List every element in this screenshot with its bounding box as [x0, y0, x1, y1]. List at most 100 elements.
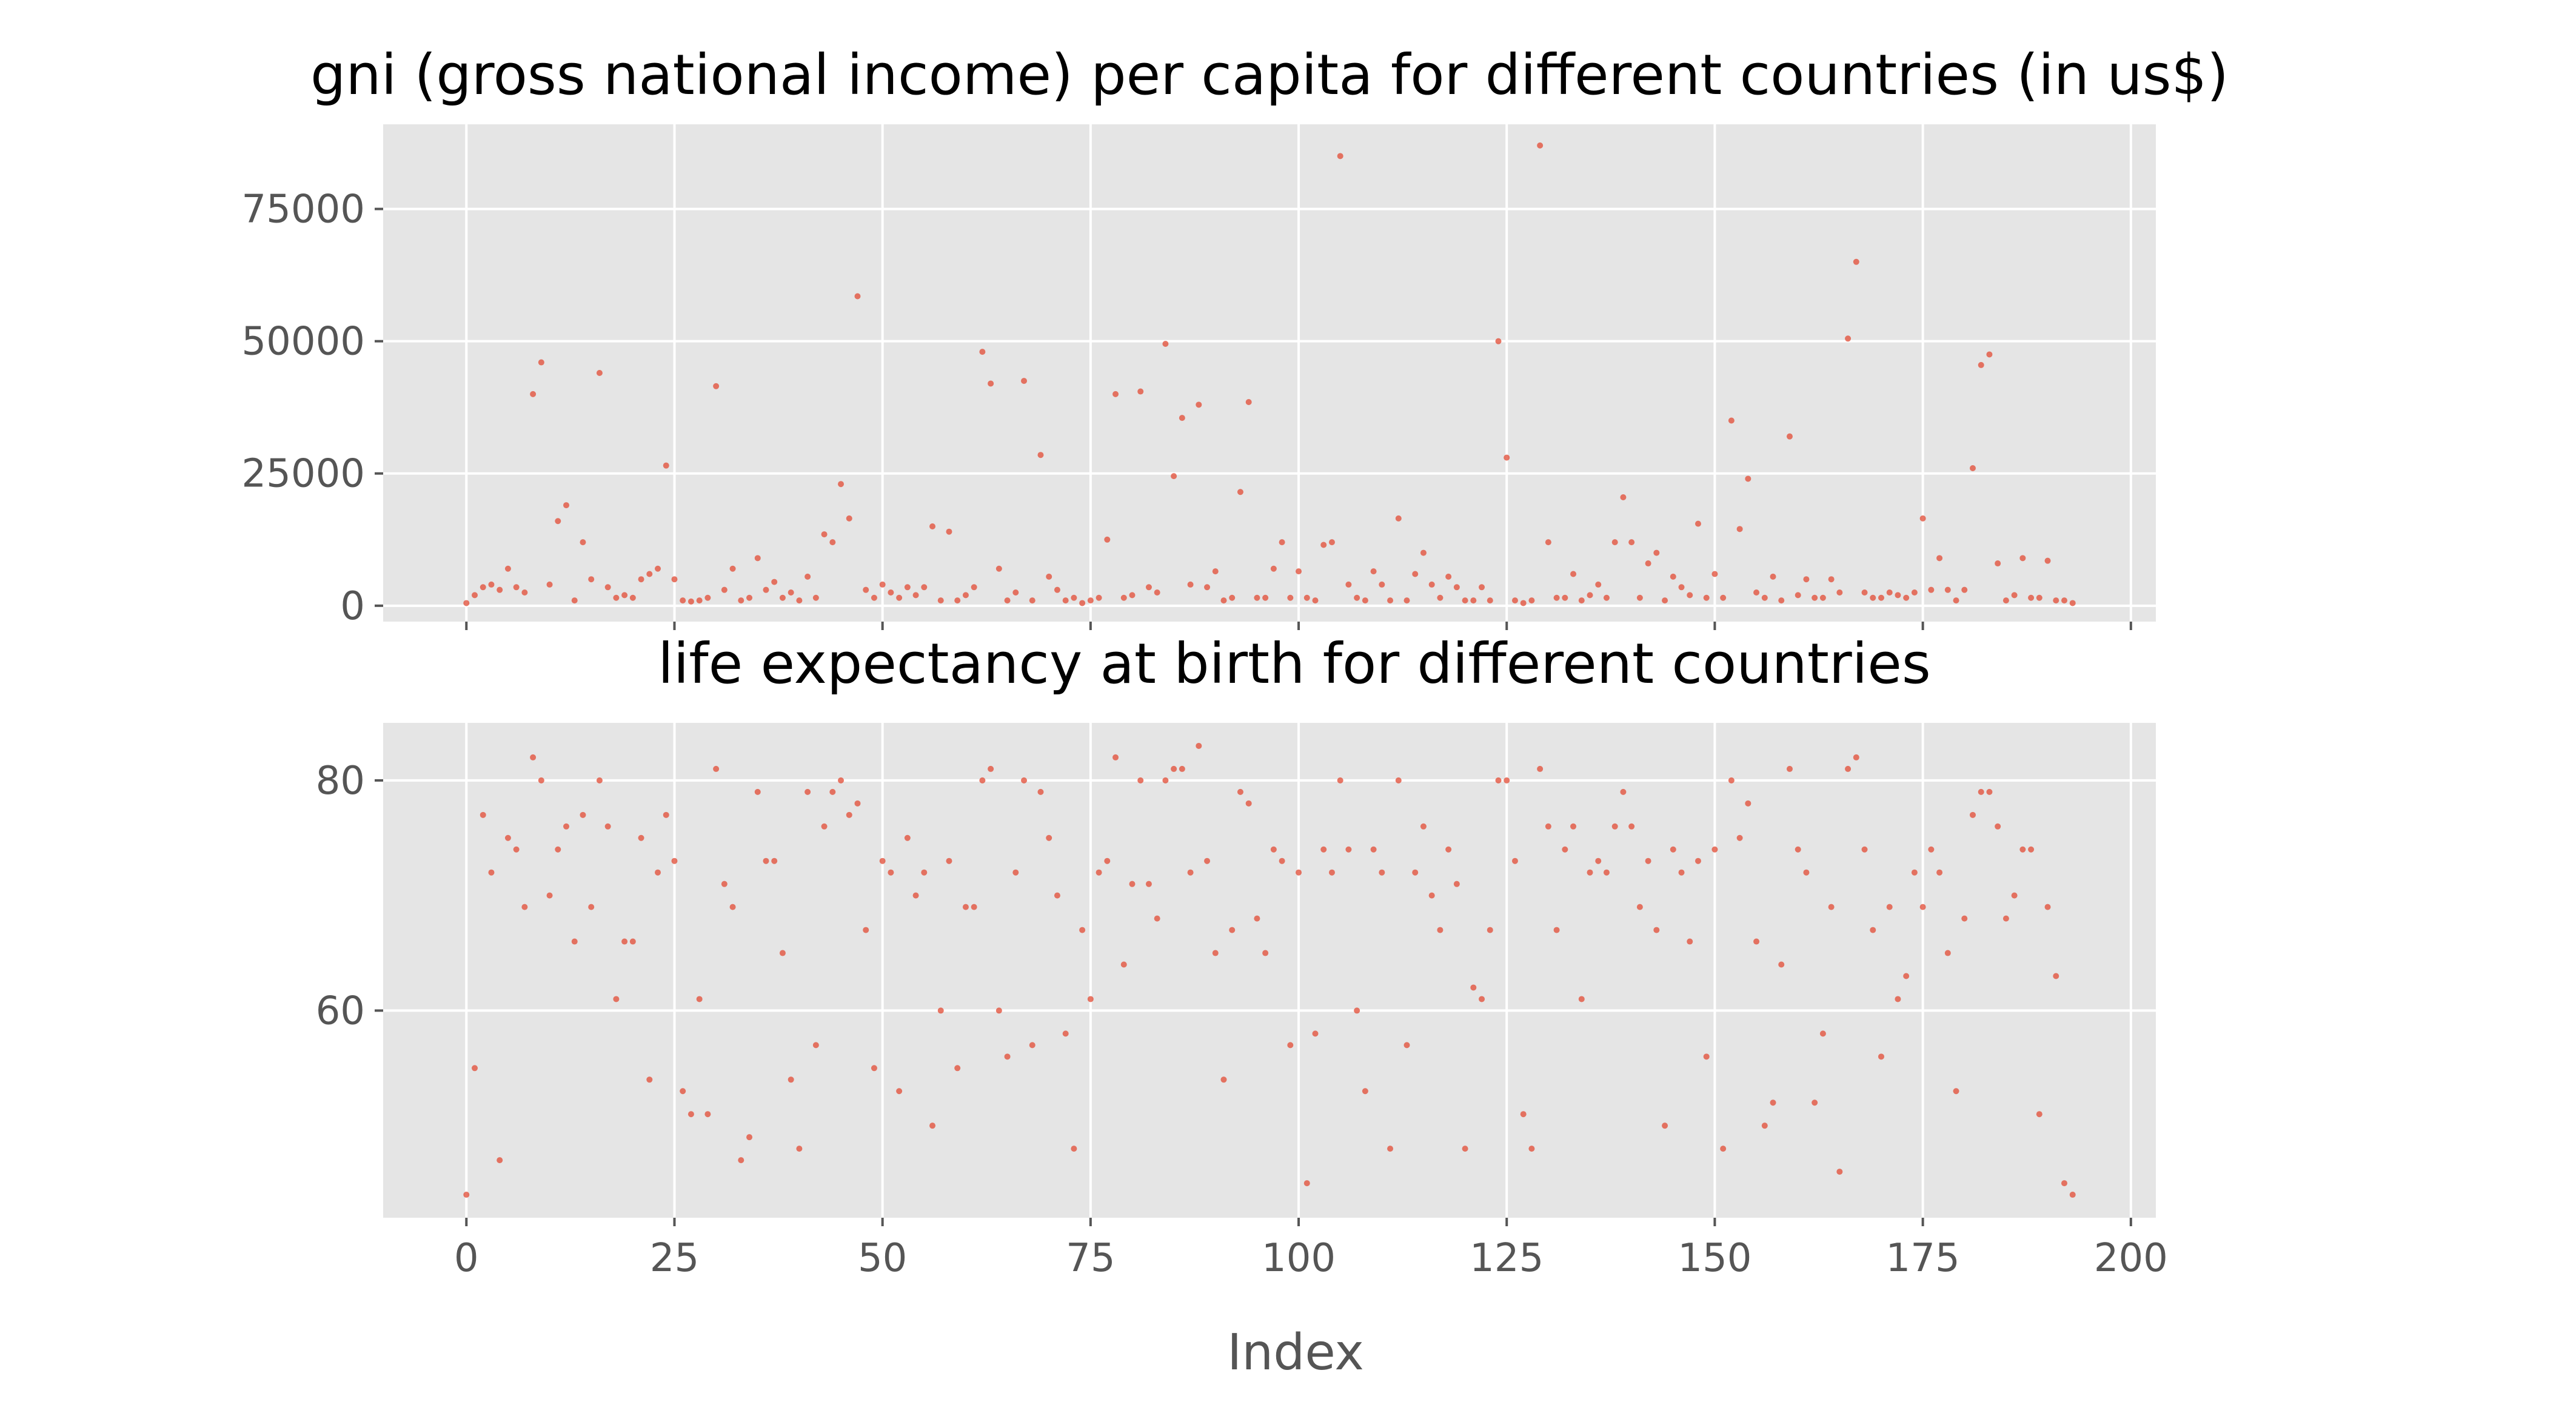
- life-expectancy-data-point: [2002, 915, 2009, 922]
- gni-data-point: [2002, 597, 2009, 604]
- gni-data-point: [1786, 433, 1793, 440]
- life-expectancy-data-point: [854, 800, 861, 807]
- life-expectancy-data-point: [1670, 846, 1676, 853]
- life-expectancy-data-point: [1062, 1030, 1069, 1037]
- life-expectancy-data-point: [1595, 858, 1602, 864]
- life-expectancy-data-point: [1745, 800, 1751, 807]
- gni-data-point: [812, 594, 819, 601]
- life-expectancy-data-point: [871, 1065, 877, 1072]
- life-expectancy-data-point: [538, 777, 544, 784]
- life-expectancy-data-point: [1071, 1146, 1077, 1152]
- life-expectancy-data-point: [1354, 1007, 1360, 1014]
- life-expectancy-data-point: [1428, 892, 1435, 899]
- gni-data-point: [937, 597, 944, 604]
- life-expectancy-data-point: [1570, 823, 1577, 830]
- life-expectancy-data-point: [1270, 846, 1277, 853]
- gni-data-point: [638, 576, 644, 583]
- gni-data-point: [1071, 594, 1077, 601]
- gni-data-point: [1403, 597, 1410, 604]
- life-expectancy-data-point: [1961, 915, 1968, 922]
- life-expectancy-data-point: [1037, 788, 1044, 795]
- life-expectancy-data-point: [1187, 869, 1194, 876]
- gni-data-point: [1345, 581, 1352, 588]
- life-expectancy-data-point: [763, 858, 769, 864]
- gni-data-point: [1711, 571, 1718, 577]
- gni-data-point: [1470, 597, 1477, 604]
- life-expectancy-data-point: [896, 1088, 903, 1095]
- gni-points: [463, 142, 2076, 606]
- gni-data-point: [1944, 586, 1951, 593]
- gni-data-point: [546, 581, 553, 588]
- life-expectancy-data-point: [621, 938, 628, 945]
- gni-data-point: [988, 380, 994, 387]
- life-expectancy-data-point: [1370, 846, 1377, 853]
- gni-data-point: [1753, 589, 1760, 596]
- gni-data-point: [704, 594, 711, 601]
- gni-data-point: [497, 586, 503, 593]
- life-expectancy-data-point: [713, 765, 720, 772]
- life-expectancy-data-point: [1786, 765, 1793, 772]
- life-expectancy-data-point: [2069, 1192, 2076, 1198]
- gni-data-point: [463, 600, 470, 606]
- life-expectancy-data-point: [796, 1146, 803, 1152]
- life-expectancy-data-point: [1578, 996, 1585, 1002]
- gni-data-point: [1886, 589, 1893, 596]
- life-expectancy-data-point: [1711, 846, 1718, 853]
- life-expectancy-x-tick-label: 50: [858, 1236, 907, 1281]
- life-expectancy-data-point: [1303, 1180, 1310, 1187]
- gni-data-point: [771, 579, 778, 585]
- life-expectancy-data-point: [504, 834, 511, 841]
- life-expectancy-data-point: [513, 846, 520, 853]
- gni-data-point: [821, 531, 828, 538]
- gni-data-point: [1279, 539, 1285, 546]
- gni-data-point: [1812, 594, 1818, 601]
- life-expectancy-data-point: [921, 869, 928, 876]
- gni-data-point: [763, 586, 769, 593]
- gni-y-tick-label: 75000: [241, 187, 365, 232]
- life-expectancy-data-point: [2028, 846, 2035, 853]
- gni-data-point: [571, 597, 578, 604]
- gni-data-point: [854, 293, 861, 300]
- life-expectancy-data-point: [1212, 950, 1219, 956]
- life-expectancy-ticks: 0 25 50 75 100 125 150 175 200 60 80: [316, 759, 2168, 1281]
- gni-data-point: [521, 589, 528, 596]
- life-expectancy-data-point: [1245, 800, 1252, 807]
- gni-data-point: [1703, 594, 1710, 601]
- life-expectancy-data-point: [1096, 869, 1102, 876]
- gni-data-point: [1803, 576, 1810, 583]
- life-expectancy-data-point: [746, 1134, 753, 1141]
- gni-data-point: [530, 391, 537, 397]
- gni-data-point: [629, 594, 636, 601]
- life-expectancy-data-point: [1046, 834, 1052, 841]
- life-expectancy-data-point: [1928, 846, 1935, 853]
- gni-data-point: [1171, 473, 1177, 480]
- life-expectancy-data-point: [1936, 869, 1943, 876]
- life-expectancy-data-point: [971, 904, 977, 910]
- life-expectancy-data-point: [1328, 869, 1335, 876]
- gni-data-point: [513, 584, 520, 591]
- gni-ticks: 0 25000 50000 75000: [241, 187, 2132, 630]
- gni-data-point: [1179, 415, 1185, 421]
- gni-data-point: [962, 592, 969, 599]
- gni-data-point: [663, 462, 669, 469]
- life-expectancy-data-point: [1687, 938, 1693, 945]
- life-expectancy-data-point: [1162, 777, 1169, 784]
- gni-data-point: [2028, 594, 2035, 601]
- life-expectancy-data-point: [488, 869, 495, 876]
- gni-data-point: [1761, 594, 1768, 601]
- gni-data-point: [1054, 586, 1060, 593]
- life-expectancy-data-point: [1337, 777, 1343, 784]
- life-expectancy-data-point: [1986, 788, 1993, 795]
- gni-data-point: [1919, 515, 1926, 522]
- gni-data-point: [1012, 589, 1019, 596]
- life-expectancy-data-point: [721, 881, 728, 887]
- gni-data-point: [1154, 589, 1160, 596]
- life-expectancy-data-point: [2011, 892, 2018, 899]
- life-expectancy-data-point: [2019, 846, 2026, 853]
- life-expectancy-data-point: [1229, 927, 1236, 933]
- life-expectancy-data-point: [655, 869, 661, 876]
- life-expectancy-data-point: [1828, 904, 1835, 910]
- life-expectancy-data-point: [788, 1076, 794, 1083]
- life-expectancy-x-tick-label: 200: [2094, 1236, 2168, 1281]
- gni-y-tick-label: 50000: [241, 320, 365, 364]
